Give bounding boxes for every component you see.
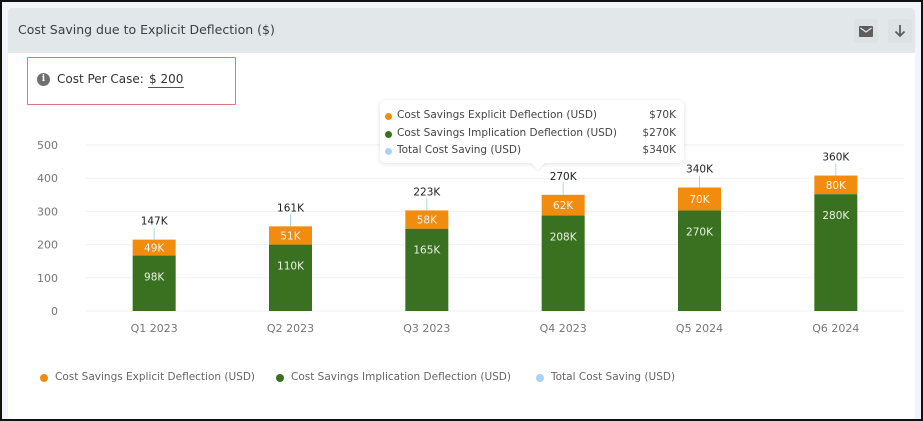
data-label-implication: 110K: [277, 261, 305, 273]
data-label-implication: 270K: [686, 226, 714, 238]
info-icon[interactable]: i: [37, 73, 50, 86]
email-button[interactable]: [854, 19, 878, 43]
x-tick-label: Q4 2023: [540, 322, 587, 335]
tooltip-series-value: $270K: [642, 127, 676, 139]
tooltip-row: Cost Savings Implication Deflection (USD…: [385, 127, 676, 143]
envelope-icon: [859, 25, 873, 37]
y-tick-label: 100: [37, 272, 58, 285]
tooltip-series-name: Total Cost Saving (USD): [397, 144, 522, 156]
tooltip-dot-explicit: [385, 113, 392, 120]
bar-segment-explicit[interactable]: [678, 187, 721, 211]
cost-per-case-box: i Cost Per Case: $ 200: [27, 57, 236, 105]
x-tick-label: Q6 2024: [812, 322, 859, 335]
y-tick-label: 200: [37, 239, 58, 252]
bar-segment-implication[interactable]: [405, 228, 449, 311]
tooltip-row: Cost Savings Explicit Deflection (USD) $…: [385, 109, 676, 125]
bar-segment-implication[interactable]: [814, 194, 858, 311]
tooltip-dot-implication: [385, 131, 392, 138]
cost-per-case-label: Cost Per Case:: [57, 72, 144, 86]
data-label-implication: 98K: [144, 272, 165, 284]
data-label-implication: 165K: [413, 245, 441, 257]
bar-segment-implication[interactable]: [541, 215, 585, 311]
data-label-implication: 208K: [550, 231, 578, 243]
legend-dot: [536, 374, 544, 382]
download-arrow-icon: [894, 25, 906, 38]
tooltip-series-name: Cost Savings Implication Deflection (USD…: [397, 127, 617, 139]
bar-segment-explicit[interactable]: [132, 239, 176, 256]
data-label-total: 360K: [822, 152, 850, 164]
tooltip-series-value: $340K: [642, 144, 676, 156]
legend-label: Cost Savings Explicit Deflection (USD): [55, 371, 256, 383]
data-label-explicit: 62K: [553, 200, 574, 212]
tooltip-arrow: [530, 162, 546, 170]
data-label-explicit: 51K: [280, 230, 301, 242]
x-tick-label: Q1 2023: [131, 322, 178, 335]
legend-label: Total Cost Saving (USD): [551, 371, 676, 383]
chart-panel: Cost Saving due to Explicit Deflection (…: [8, 8, 915, 419]
data-label-explicit: 80K: [826, 180, 847, 192]
download-button[interactable]: [888, 19, 912, 43]
panel-title: Cost Saving due to Explicit Deflection (…: [18, 22, 275, 37]
cost-per-case-input[interactable]: $ 200: [148, 72, 185, 88]
tooltip-row: Total Cost Saving (USD) $340K: [385, 144, 676, 160]
legend-dot: [40, 374, 48, 382]
tooltip-series-name: Cost Savings Explicit Deflection (USD): [397, 109, 598, 121]
x-tick-label: Q3 2023: [403, 322, 450, 335]
y-tick-label: 0: [51, 305, 58, 318]
y-tick-label: 400: [37, 172, 58, 185]
legend-label: Cost Savings Implication Deflection (USD…: [291, 371, 511, 383]
panel-header: Cost Saving due to Explicit Deflection (…: [8, 8, 915, 53]
legend-dot: [276, 374, 284, 382]
data-label-total: 270K: [550, 171, 578, 183]
tooltip-series-value: $70K: [649, 109, 676, 121]
data-label-total: 147K: [141, 216, 169, 228]
bar-segment-explicit[interactable]: [405, 210, 449, 229]
data-label-total: 340K: [686, 163, 714, 175]
y-tick-label: 500: [37, 139, 58, 152]
data-label-explicit: 49K: [144, 243, 165, 255]
x-tick-label: Q2 2023: [267, 322, 314, 335]
bar-segment-explicit[interactable]: [541, 194, 585, 216]
bar-segment-implication[interactable]: [269, 244, 312, 311]
chart-tooltip: Cost Savings Explicit Deflection (USD) $…: [380, 100, 684, 170]
tooltip-dot-total: [385, 148, 392, 155]
data-label-explicit: 58K: [417, 215, 438, 227]
stacked-bar-chart: 0 100 200 300 400 500 49K 98K 147K Q1 2023 51K 110K…: [37, 139, 904, 335]
bar-segment-explicit[interactable]: [269, 226, 312, 245]
y-tick-label: 300: [37, 205, 58, 218]
data-label-explicit: 70K: [689, 194, 710, 206]
bar-segment-explicit[interactable]: [814, 175, 858, 195]
x-tick-label: Q5 2024: [676, 322, 723, 335]
bar-segment-implication[interactable]: [132, 255, 176, 311]
bar-segment-implication[interactable]: [678, 210, 721, 311]
data-label-total: 223K: [413, 186, 441, 198]
data-label-implication: 280K: [822, 210, 850, 222]
data-label-total: 161K: [277, 202, 305, 214]
